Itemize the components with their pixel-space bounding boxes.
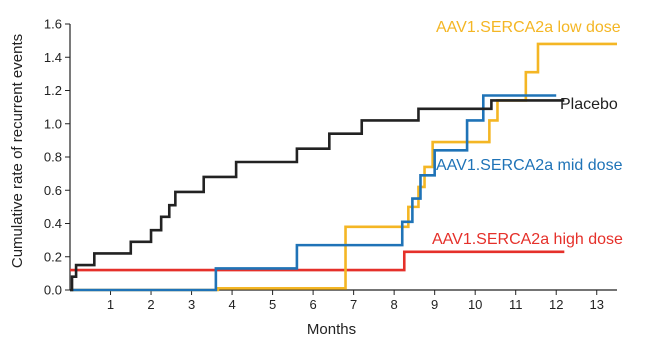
x-tick-label: 13 — [590, 297, 604, 312]
y-tick-label: 1.6 — [44, 17, 62, 32]
series-label-low-dose: AAV1.SERCA2a low dose — [436, 19, 621, 36]
y-tick-label: 1.2 — [44, 83, 62, 98]
series-line-aav1-serca2a-mid-dose — [70, 94, 557, 292]
y-tick-label: 0.8 — [44, 150, 62, 165]
x-axis-title: Months — [307, 321, 356, 338]
x-tick-label: 4 — [228, 297, 235, 312]
y-tick-label: 0.2 — [44, 249, 62, 264]
x-tick-label: 1 — [107, 297, 114, 312]
y-tick-label: 0.0 — [44, 283, 62, 298]
y-tick-label: 0.4 — [44, 216, 62, 231]
x-tick-label: 10 — [468, 297, 482, 312]
y-tick-label: 1.4 — [44, 50, 62, 65]
y-ticks: 0.0 0.2 0.4 0.6 0.8 1.0 1.2 1.4 1.6 — [44, 17, 70, 298]
series-line-placebo — [70, 99, 565, 292]
x-tick-label: 8 — [391, 297, 398, 312]
x-tick-label: 11 — [509, 297, 523, 312]
x-tick-label: 2 — [147, 297, 154, 312]
x-tick-label: 5 — [269, 297, 276, 312]
series-line-aav1-serca2a-high-dose — [70, 250, 565, 272]
x-tick-label: 9 — [431, 297, 438, 312]
x-ticks: 1 2 3 4 5 6 7 8 9 10 11 12 13 — [107, 290, 604, 312]
x-tick-label: 6 — [309, 297, 316, 312]
x-tick-label: 3 — [188, 297, 195, 312]
series-label-mid-dose: AAV1.SERCA2a mid dose — [436, 157, 623, 174]
x-tick-label: 7 — [350, 297, 357, 312]
series-label-placebo: Placebo — [560, 96, 618, 113]
y-tick-label: 1.0 — [44, 116, 62, 131]
x-tick-label: 12 — [549, 297, 563, 312]
y-axis-title: Cumulative rate of recurrent events — [9, 34, 26, 268]
series-labels: AAV1.SERCA2a low dose Placebo AAV1.SERCA… — [432, 19, 623, 248]
series-label-high-dose: AAV1.SERCA2a high dose — [432, 231, 623, 248]
y-tick-label: 0.6 — [44, 183, 62, 198]
series-lines — [70, 42, 617, 292]
